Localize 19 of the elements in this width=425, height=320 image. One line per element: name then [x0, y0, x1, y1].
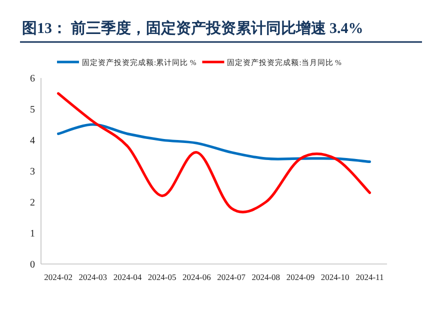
- x-tick-label: 2024-11: [356, 272, 384, 282]
- y-tick-label: 3: [30, 166, 35, 178]
- x-tick-label: 2024-09: [286, 272, 315, 282]
- y-tick-label: 0: [30, 260, 35, 270]
- x-tick-label: 2024-05: [148, 272, 176, 282]
- x-tick-label: 2024-02: [44, 272, 72, 282]
- y-tick-label: 1: [30, 228, 35, 240]
- line-series: [57, 123, 371, 163]
- x-tick-label: 2024-03: [78, 272, 108, 282]
- y-tick-label: 5: [30, 104, 35, 116]
- y-tick-label: 2: [30, 198, 35, 208]
- chart-title: 图13： 前三季度，固定资产投资累计同比增速 3.4%: [22, 19, 364, 37]
- x-tick-label: 2024-04: [113, 272, 142, 282]
- x-tick-label: 2024-08: [252, 272, 280, 282]
- x-tick-label: 2024-07: [217, 272, 246, 282]
- x-tick-label: 2024-06: [182, 272, 211, 282]
- y-tick-label: 6: [30, 74, 35, 84]
- x-tick-label: 2024-10: [320, 272, 350, 282]
- y-tick-label: 4: [30, 136, 35, 146]
